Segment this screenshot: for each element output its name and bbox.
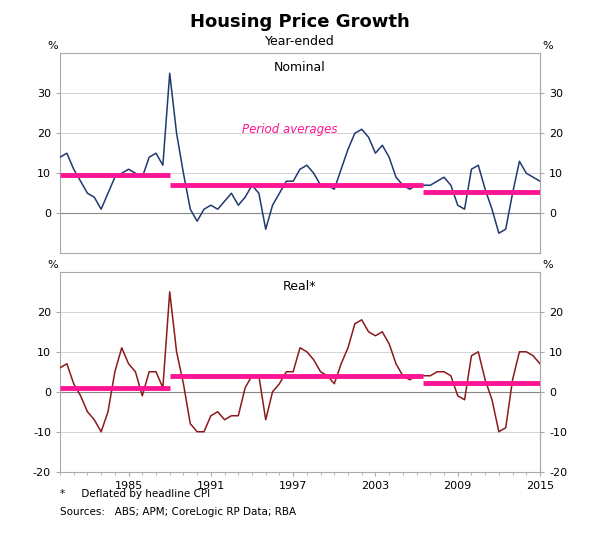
Text: %: % <box>47 260 58 270</box>
Text: *     Deflated by headline CPI: * Deflated by headline CPI <box>60 489 210 499</box>
Text: Sources:   ABS; APM; CoreLogic RP Data; RBA: Sources: ABS; APM; CoreLogic RP Data; RB… <box>60 507 296 518</box>
Text: %: % <box>542 260 553 270</box>
Text: %: % <box>47 41 58 51</box>
Text: Housing Price Growth: Housing Price Growth <box>190 13 410 31</box>
Text: Real*: Real* <box>283 280 317 293</box>
Text: Nominal: Nominal <box>274 61 326 74</box>
Text: %: % <box>542 41 553 51</box>
Text: Year-ended: Year-ended <box>265 35 335 47</box>
Text: Period averages: Period averages <box>242 123 338 136</box>
